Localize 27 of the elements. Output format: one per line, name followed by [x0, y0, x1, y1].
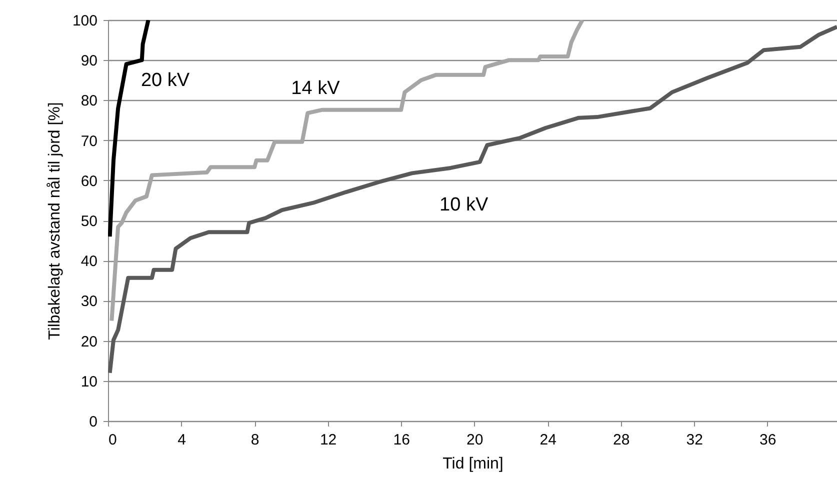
y-tick-label: 40: [80, 253, 98, 270]
y-tick-label: 100: [72, 12, 98, 30]
y-tick-label: 50: [80, 213, 98, 230]
x-tick-label: 4: [178, 432, 186, 448]
y-tick-label: 10: [80, 373, 98, 390]
x-tick-label: 16: [393, 432, 410, 448]
series-label: 10 kV: [440, 194, 488, 216]
x-tick-label: 28: [613, 432, 630, 448]
y-tick-label: 0: [89, 414, 98, 430]
y-tick-label: 70: [80, 132, 98, 150]
line-series: [110, 20, 584, 323]
x-tick-label: 8: [250, 432, 260, 448]
y-tick-label: 80: [80, 92, 98, 110]
x-tick-label: 0: [108, 432, 117, 448]
x-tick-label: 12: [320, 432, 337, 448]
x-tick-label: 24: [540, 432, 556, 448]
x-tick-label: 36: [760, 432, 776, 448]
y-tick-label: 90: [80, 52, 98, 70]
x-tick-label: 20: [466, 432, 484, 448]
y-tick-label: 60: [80, 172, 98, 190]
x-tick-label: 32: [686, 432, 703, 448]
y-tick-label: 30: [80, 293, 98, 310]
y-axis-title: Tilbakelagt avstand nål til jord [%]: [46, 102, 64, 340]
series-label: 20 kV: [140, 70, 190, 92]
series-label: 14 kV: [291, 78, 340, 100]
x-axis-title: Tid [min]: [442, 456, 504, 472]
y-tick-label: 20: [80, 333, 98, 350]
